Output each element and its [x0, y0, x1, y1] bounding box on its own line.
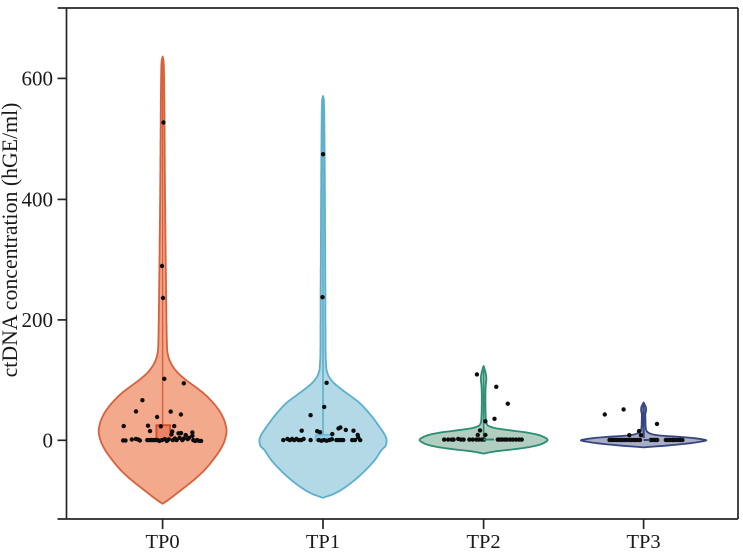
svg-text:ctDNA concentration (hGE/ml): ctDNA concentration (hGE/ml) — [0, 103, 22, 378]
svg-text:0: 0 — [43, 428, 54, 452]
svg-text:600: 600 — [22, 66, 54, 90]
svg-text:TP1: TP1 — [306, 531, 340, 553]
svg-text:TP0: TP0 — [146, 531, 180, 553]
svg-text:400: 400 — [22, 187, 54, 211]
svg-text:200: 200 — [22, 308, 54, 332]
svg-text:TP2: TP2 — [467, 531, 501, 553]
svg-text:TP3: TP3 — [627, 531, 661, 553]
